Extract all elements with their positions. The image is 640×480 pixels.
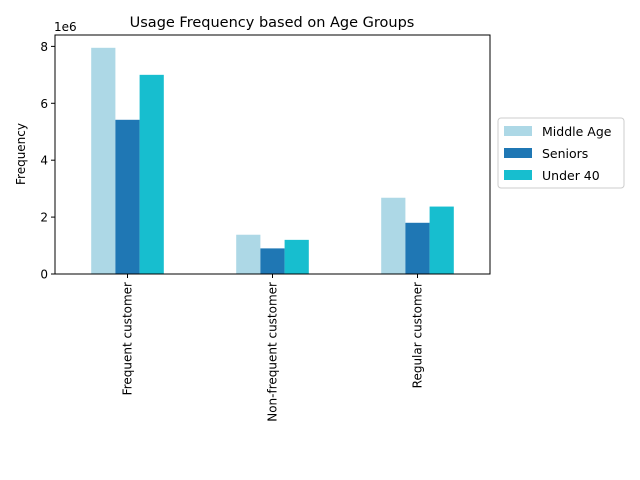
bar-under-40-1 xyxy=(284,239,309,274)
bar-under-40-0 xyxy=(139,74,164,274)
y-tick-label: 8 xyxy=(40,40,48,54)
bar-middle-age-0 xyxy=(91,47,116,274)
x-tick-label: Frequent customer xyxy=(121,282,135,395)
y-offset-text: 1e6 xyxy=(54,20,77,34)
bar-seniors-0 xyxy=(115,119,140,275)
y-axis-label: Frequency xyxy=(14,123,28,185)
legend-label-under-40: Under 40 xyxy=(542,168,600,183)
legend-swatch-seniors xyxy=(504,148,532,158)
bar-middle-age-2 xyxy=(381,197,406,274)
y-tick-label: 4 xyxy=(40,154,48,168)
legend-swatch-middle-age xyxy=(504,126,532,136)
y-tick-label: 6 xyxy=(40,97,48,111)
legend-label-middle-age: Middle Age xyxy=(542,124,612,139)
legend-label-seniors: Seniors xyxy=(542,146,588,161)
plot-area: 0 2 4 6 8 Frequent customer Non-frequent custo… xyxy=(40,34,491,422)
bar-seniors-1 xyxy=(260,248,285,274)
x-tick-label: Non-frequent customer xyxy=(266,282,280,422)
legend: Middle Age Seniors Under 40 xyxy=(497,117,625,189)
bar-middle-age-1 xyxy=(236,234,261,274)
bar-under-40-2 xyxy=(429,206,454,274)
x-tick-label: Regular customer xyxy=(411,282,425,388)
chart-title: Usage Frequency based on Age Groups xyxy=(130,15,415,31)
legend-swatch-under-40 xyxy=(504,170,532,180)
y-tick-label: 2 xyxy=(40,211,48,225)
y-tick-label: 0 xyxy=(40,268,48,282)
bar-seniors-2 xyxy=(405,222,430,274)
